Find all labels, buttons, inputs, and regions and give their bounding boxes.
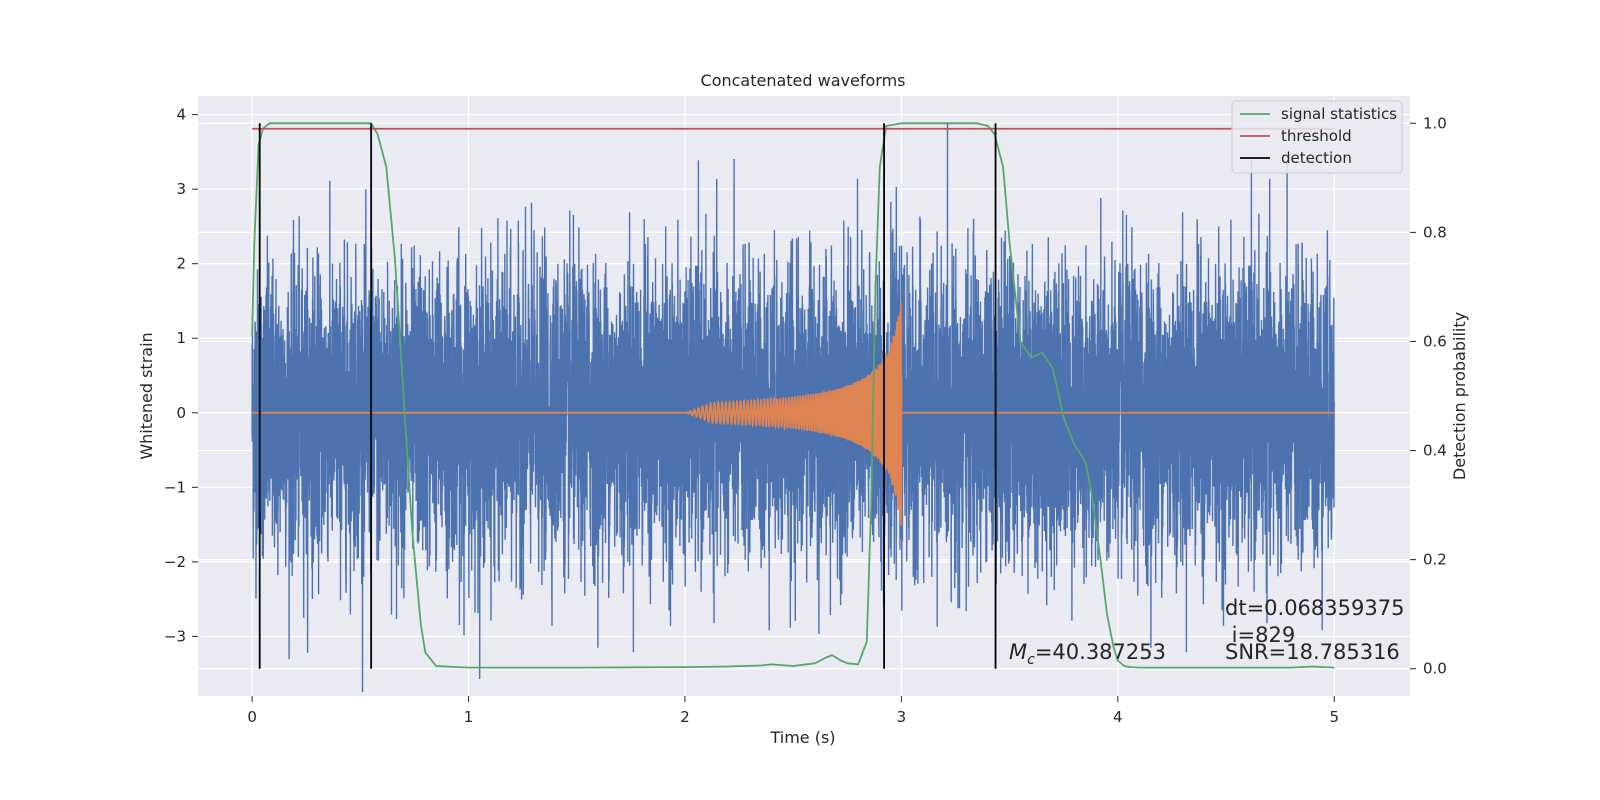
x-axis-label: Time (s) <box>769 728 835 747</box>
y-axis-label: Whitened strain <box>137 332 156 459</box>
legend-box <box>1231 100 1403 174</box>
annotation-mc-symbol: M <box>1009 640 1027 664</box>
legend-label-detection: detection <box>1281 149 1352 167</box>
plot-area <box>251 122 1335 693</box>
y2-tick-label: 0.8 <box>1423 223 1447 241</box>
y-tick-label: 4 <box>176 106 186 124</box>
y2-axis-ticks: 0.0 0.2 0.4 0.6 0.8 1.0 <box>1410 114 1447 678</box>
annotation-dt: dt=0.068359375 <box>1225 596 1404 620</box>
annotation-i: i=829 <box>1225 623 1295 647</box>
x-tick-label: 2 <box>680 708 690 726</box>
annotation-mc: Mc=40.387253 <box>1009 640 1166 668</box>
legend-label-signal-statistics: signal statistics <box>1281 105 1397 123</box>
y-tick-label: 2 <box>176 255 186 273</box>
annotation-mc-value: =40.387253 <box>1035 640 1166 664</box>
x-tick-label: 3 <box>897 708 907 726</box>
legend-label-threshold: threshold <box>1281 127 1352 145</box>
y2-axis-label: Detection probability <box>1450 312 1469 480</box>
strain-series-line <box>251 122 1335 693</box>
y-axis-ticks: −3 −2 −1 0 1 2 3 4 <box>164 106 198 645</box>
x-axis-ticks: 0 1 2 3 4 5 <box>247 696 1339 726</box>
y-tick-label: −3 <box>164 627 186 645</box>
detection-lines <box>258 123 997 669</box>
x-tick-label: 1 <box>464 708 474 726</box>
annotations: dt=0.068359375 i=829 SNR=18.785316 Mc=40… <box>1009 596 1404 668</box>
chart-title: Concatenated waveforms <box>701 71 906 90</box>
annotation-snr: SNR=18.785316 <box>1225 640 1400 664</box>
y-tick-label: 0 <box>176 404 186 422</box>
x-tick-label: 0 <box>247 708 257 726</box>
y-tick-label: −1 <box>164 478 186 496</box>
y2-tick-label: 0.2 <box>1423 551 1447 569</box>
annotation-mc-subscript: c <box>1027 652 1035 668</box>
signal-statistics-line <box>251 122 1335 669</box>
y2-tick-label: 1.0 <box>1423 114 1447 132</box>
y2-tick-label: 0.4 <box>1423 442 1447 460</box>
y-tick-label: 3 <box>176 180 186 198</box>
y2-tick-label: 0.6 <box>1423 332 1447 350</box>
y-tick-label: 1 <box>176 329 186 347</box>
legend: signal statistics threshold detection <box>1231 100 1403 174</box>
y2-tick-label: 0.0 <box>1423 660 1447 678</box>
template-series-line <box>252 302 1335 526</box>
y-tick-label: −2 <box>164 553 186 571</box>
x-tick-label: 5 <box>1329 708 1339 726</box>
x-tick-label: 4 <box>1113 708 1123 726</box>
